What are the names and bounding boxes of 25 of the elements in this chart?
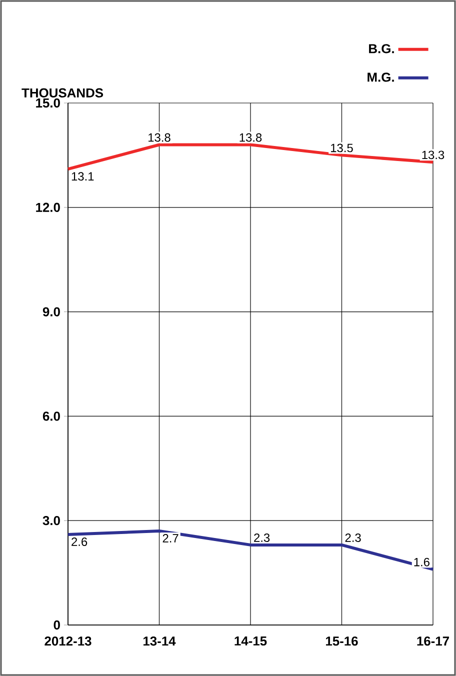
x-tick-label: 2012-13 bbox=[44, 636, 92, 646]
data-label: 2.6 bbox=[72, 538, 88, 546]
x-tick-label: 16-17 bbox=[417, 636, 449, 646]
y-tick-label: 6.0 bbox=[42, 412, 60, 421]
x-tick-label: 15-16 bbox=[326, 636, 358, 646]
y-tick-label: 3.0 bbox=[42, 516, 60, 526]
y-axis-title: THOUSANDS bbox=[22, 88, 104, 98]
data-label: 2.7 bbox=[162, 534, 178, 542]
y-tick-label: 12.0 bbox=[36, 202, 60, 212]
data-label: 13.8 bbox=[240, 133, 262, 142]
x-tick-label: 14-15 bbox=[234, 636, 267, 646]
line-series bbox=[66, 530, 434, 571]
y-tick-label: 9.0 bbox=[42, 307, 60, 316]
data-label: 2.3 bbox=[345, 533, 361, 542]
x-tick-label: 13-14 bbox=[144, 636, 176, 646]
y-tick-label: 15.0 bbox=[36, 98, 60, 108]
data-label: 2.3 bbox=[254, 533, 270, 542]
data-label: 13.1 bbox=[72, 172, 94, 181]
data-label: 13.5 bbox=[331, 144, 353, 152]
y-tick-label: 0 bbox=[54, 620, 60, 630]
data-label: 13.3 bbox=[422, 150, 444, 160]
data-label: 1.6 bbox=[414, 558, 430, 566]
legend-label: M.G. bbox=[368, 72, 394, 82]
legend-label: B.G. bbox=[369, 44, 394, 54]
data-label: 13.8 bbox=[148, 133, 170, 142]
